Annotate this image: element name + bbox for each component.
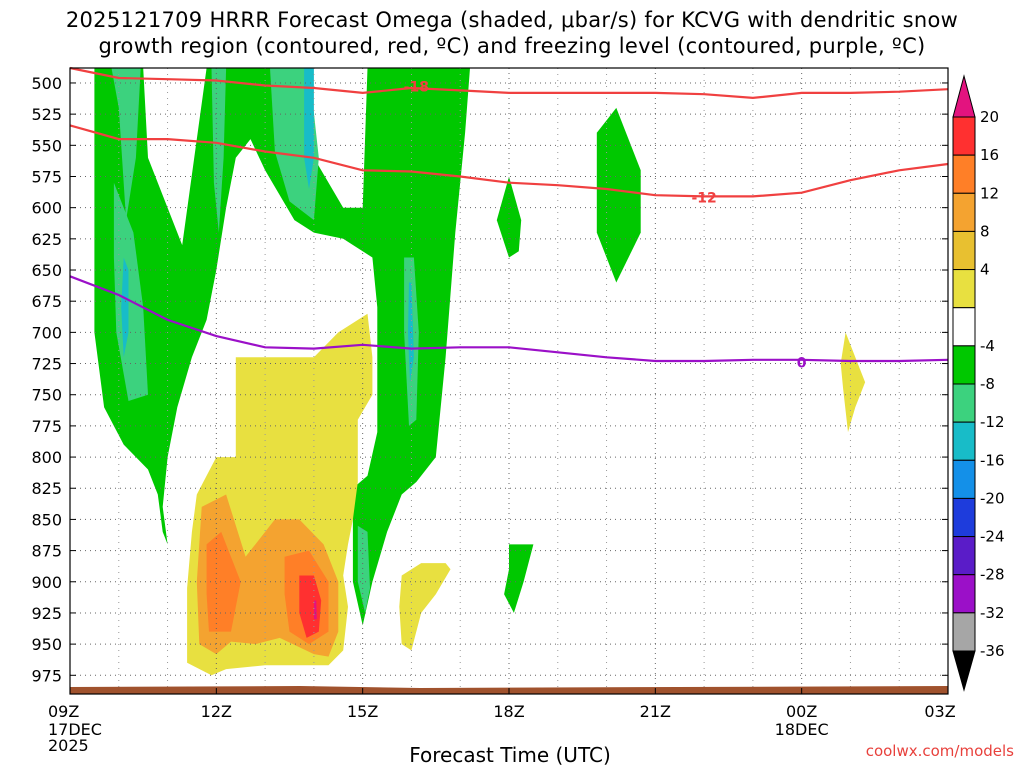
colorbar-swatch-6 bbox=[952, 345, 976, 385]
y-tick-label-850: 850 bbox=[31, 510, 62, 529]
grid-layer bbox=[69, 68, 949, 694]
omega-region-20 bbox=[299, 575, 322, 638]
colorbar-label-16: 16 bbox=[980, 146, 999, 164]
omega-region-21 bbox=[313, 600, 317, 620]
omega-region-8 bbox=[304, 68, 314, 189]
x-tick-sublabel: 2025 bbox=[48, 736, 89, 755]
colorbar-label-20: 20 bbox=[980, 108, 999, 126]
y-tick-label-875: 875 bbox=[31, 542, 62, 561]
chart-title-line-2: growth region (contoured, red, ºC) and f… bbox=[98, 34, 926, 58]
y-tick-label-800: 800 bbox=[31, 448, 62, 467]
y-tick-label-700: 700 bbox=[31, 323, 62, 342]
colorbar-swatch-13 bbox=[952, 612, 976, 652]
y-tick-label-675: 675 bbox=[31, 292, 62, 311]
omega-region-11 bbox=[496, 176, 522, 258]
colorbar-label--16: -16 bbox=[980, 451, 1005, 469]
omega-shading-layer bbox=[94, 68, 866, 676]
y-tick-label-775: 775 bbox=[31, 417, 62, 436]
omega-region-12 bbox=[596, 107, 641, 283]
omega-region-13 bbox=[504, 544, 534, 613]
y-tick-label-650: 650 bbox=[31, 261, 62, 280]
x-axis-label: Forecast Time (UTC) bbox=[409, 743, 611, 767]
omega-region-10 bbox=[121, 257, 129, 358]
colorbar-label--20: -20 bbox=[980, 489, 1005, 507]
y-tick-label-575: 575 bbox=[31, 167, 62, 186]
x-tick-label-00Z: 00Z bbox=[786, 702, 817, 721]
omega-region-16 bbox=[840, 332, 866, 433]
colorbar-label--36: -36 bbox=[980, 642, 1005, 660]
contour-line-0 bbox=[69, 275, 949, 363]
contour-line--18 bbox=[69, 66, 949, 100]
y-tick-label-900: 900 bbox=[31, 573, 62, 592]
colorbar-label-4: 4 bbox=[980, 261, 990, 279]
x-tick-label-03Z: 03Z bbox=[924, 702, 955, 721]
colorbar-swatch-9 bbox=[952, 459, 976, 499]
colorbar-top-arrow bbox=[952, 74, 976, 118]
omega-region-3 bbox=[113, 182, 148, 401]
colorbar-swatch-7 bbox=[952, 383, 976, 423]
colorbar-swatch-5 bbox=[952, 307, 976, 347]
colorbar-swatch-2 bbox=[952, 192, 976, 232]
x-tick-label-09Z: 09Z bbox=[48, 702, 79, 721]
y-axis-ticks: 500 525 550 575 600 625 650 675 700 725 750 775 800 8… bbox=[31, 74, 948, 685]
y-tick-label-625: 625 bbox=[31, 230, 62, 249]
x-tick-label-21Z: 21Z bbox=[640, 702, 671, 721]
colorbar-label--4: -4 bbox=[980, 337, 995, 355]
colorbar-label--28: -28 bbox=[980, 566, 1005, 584]
x-tick-label-18Z: 18Z bbox=[493, 702, 524, 721]
colorbar-swatch-8 bbox=[952, 421, 976, 461]
y-tick-label-925: 925 bbox=[31, 604, 62, 623]
contour-line--12 bbox=[69, 124, 949, 198]
colorbar-swatch-1 bbox=[952, 154, 976, 194]
y-tick-label-500: 500 bbox=[31, 74, 62, 93]
x-tick-sublabel: 18DEC bbox=[775, 720, 829, 739]
colorbar-swatch-11 bbox=[952, 536, 976, 576]
colorbar-bottom-arrow bbox=[952, 650, 976, 692]
colorbar-swatch-12 bbox=[952, 574, 976, 614]
colorbar-swatch-0 bbox=[952, 116, 976, 156]
colorbar-swatch-4 bbox=[952, 269, 976, 309]
colorbar-label-12: 12 bbox=[980, 184, 999, 202]
contour-layer: -18 -12 0 bbox=[69, 66, 949, 371]
colorbar-label--12: -12 bbox=[980, 413, 1005, 431]
y-tick-label-950: 950 bbox=[31, 635, 62, 654]
credit-text[interactable]: coolwx.com/models bbox=[865, 742, 1014, 760]
y-tick-label-750: 750 bbox=[31, 386, 62, 405]
y-tick-label-725: 725 bbox=[31, 355, 62, 374]
omega-region-15 bbox=[399, 563, 451, 651]
colorbar: 20 16 12 8 4 -4 -8 -12 -16 -20 -24 -28 -32 -36 bbox=[952, 74, 1005, 692]
omega-region-0 bbox=[94, 68, 471, 626]
y-tick-label-825: 825 bbox=[31, 479, 62, 498]
omega-region-4 bbox=[211, 68, 227, 233]
omega-region-7 bbox=[357, 525, 370, 613]
contour-label--12: -12 bbox=[691, 191, 716, 207]
y-tick-label-525: 525 bbox=[31, 105, 62, 124]
omega-region-2 bbox=[111, 68, 141, 221]
contour-label--18: -18 bbox=[404, 80, 429, 96]
colorbar-swatch-3 bbox=[952, 230, 976, 271]
colorbar-label--8: -8 bbox=[980, 375, 995, 393]
y-tick-label-550: 550 bbox=[31, 136, 62, 155]
x-tick-label-15Z: 15Z bbox=[347, 702, 378, 721]
y-tick-label-975: 975 bbox=[31, 666, 62, 685]
chart-title-line-1: 2025121709 HRRR Forecast Omega (shaded, … bbox=[65, 8, 959, 32]
colorbar-label--24: -24 bbox=[980, 528, 1005, 546]
x-tick-label-12Z: 12Z bbox=[201, 702, 232, 721]
omega-region-18 bbox=[206, 531, 241, 632]
colorbar-label--32: -32 bbox=[980, 604, 1005, 622]
x-tick-sublabel: 17DEC bbox=[48, 720, 102, 739]
colorbar-swatch-10 bbox=[952, 497, 976, 538]
colorbar-label-8: 8 bbox=[980, 222, 990, 240]
y-tick-label-600: 600 bbox=[31, 199, 62, 218]
contour-label-0: 0 bbox=[797, 355, 807, 371]
